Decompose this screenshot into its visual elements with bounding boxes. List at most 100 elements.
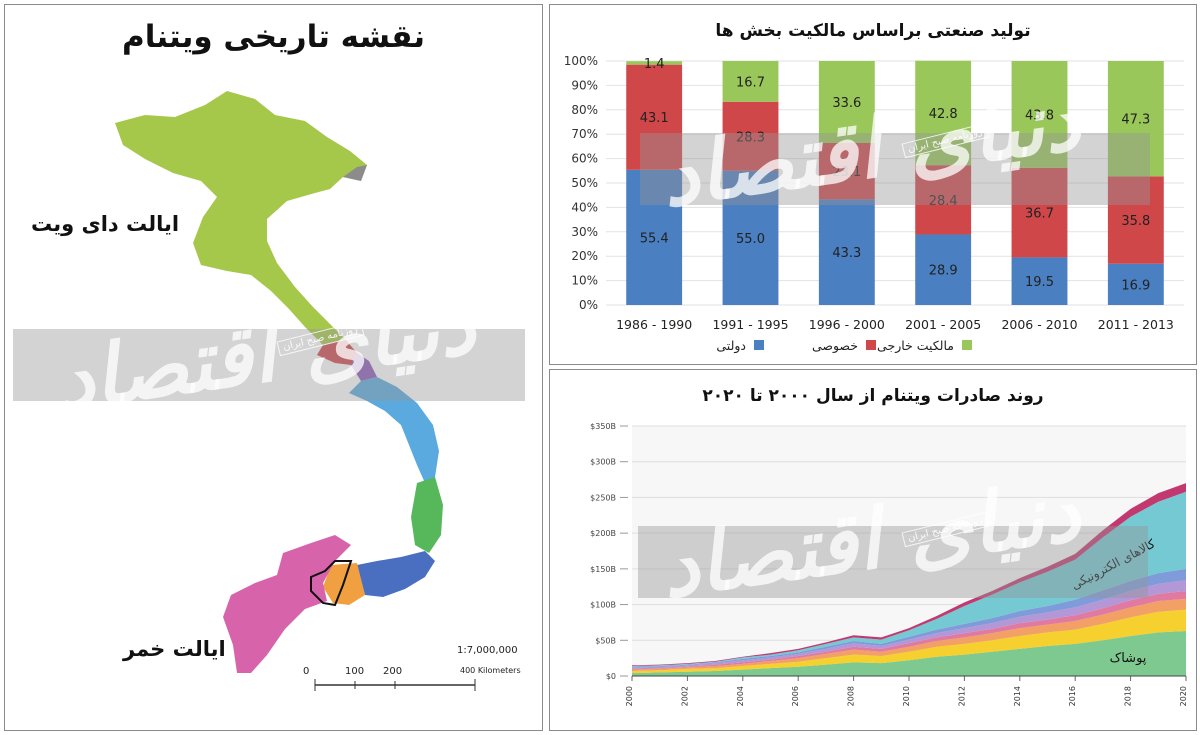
area-ytick-label: $50B xyxy=(595,636,616,645)
bar-ytick-label: 90% xyxy=(571,78,598,92)
label-dai-viet: ایالت دای ویت xyxy=(31,212,180,236)
map-title: نقشه تاریخی ویتنام xyxy=(122,19,425,55)
watermark-band-3 xyxy=(638,526,1148,598)
bar-category-label: 1996 - 2000 xyxy=(809,317,885,332)
bar-segment xyxy=(1011,257,1068,305)
area-xtick-label: 2012 xyxy=(957,686,966,706)
bar-ytick-label: 0% xyxy=(579,298,598,312)
bar-ytick-label: 30% xyxy=(571,225,598,239)
scale-tick-0: 0 xyxy=(303,666,310,677)
area-ytick-label: $200B xyxy=(590,529,616,538)
bar-data-label: 55.0 xyxy=(736,232,765,247)
vietnam-map xyxy=(115,91,476,691)
watermark-band xyxy=(13,329,525,401)
map-region-purple xyxy=(351,353,377,381)
bar-data-label: 28.4 xyxy=(929,194,958,209)
area-xtick-label: 2004 xyxy=(736,686,745,706)
bar-data-label: 55.4 xyxy=(640,231,669,246)
bar-chart-panel: تولید صنعتی براساس مالکیت بخش ها 0% 10% 20… xyxy=(549,4,1197,365)
area-ytick-label: $250B xyxy=(590,493,616,502)
scale-bar xyxy=(314,679,476,691)
bar-data-label: 47.3 xyxy=(1121,113,1150,128)
bar-chart: 0% 10% 20% 30% 40% 50% 60% 70% 80% 90% 100% 55.4 43.… xyxy=(564,54,1184,354)
bar-category-label: 2006 - 2010 xyxy=(1001,317,1077,332)
map-region-north-grey xyxy=(343,165,367,181)
bar-category-label: 1986 - 1990 xyxy=(616,317,692,332)
bar-segment xyxy=(626,61,683,65)
bar-legend-label: دولتی xyxy=(716,338,746,354)
map-region-south xyxy=(223,535,351,673)
map-border-line xyxy=(310,560,353,607)
bar-data-label: 28.9 xyxy=(929,264,958,279)
area-chart-title: روند صادرات ویتنام از سال ۲۰۰۰ تا ۲۰۲۰ xyxy=(702,386,1044,406)
bar-ytick-label: 10% xyxy=(571,274,598,288)
scale-tick-200: 200 xyxy=(383,666,403,677)
area-series-band xyxy=(632,491,1186,667)
bar-segment xyxy=(1011,61,1068,168)
bar-data-label: 23.1 xyxy=(832,165,861,180)
area-xtick-label: 2002 xyxy=(680,686,689,706)
bar-data-label: 42.8 xyxy=(929,107,958,122)
area-xtick-label: 2020 xyxy=(1179,686,1188,706)
area-ytick-label: $100B xyxy=(590,601,616,610)
bar-ytick-label: 100% xyxy=(564,54,598,68)
bar-segment xyxy=(915,234,972,305)
area-ytick-label: $150B xyxy=(590,565,616,574)
bar-data-label: 16.9 xyxy=(1121,278,1150,293)
bar-ytick-label: 80% xyxy=(571,103,598,117)
area-xtick-label: 2010 xyxy=(902,686,911,706)
area-chart: $0 $50B $100B $150B $200B $250B $300B $350B 2000… xyxy=(590,422,1188,706)
scale-ratio: 1:7,000,000 xyxy=(457,645,518,656)
bar-data-label: 36.7 xyxy=(1025,207,1054,222)
area-xtick-label: 2018 xyxy=(1124,686,1133,706)
map-region-central xyxy=(349,377,439,483)
bar-segment xyxy=(722,61,779,102)
bar-legend-label: خصوصی xyxy=(812,338,858,354)
area-xtick-label: 2014 xyxy=(1013,686,1022,706)
area-series-band xyxy=(632,483,1186,666)
bar-legend-swatch xyxy=(754,340,764,350)
area-series-band xyxy=(632,609,1186,674)
map-region-southeast xyxy=(357,551,435,597)
area-label-clothing: پوشاک xyxy=(1110,651,1147,666)
bar-segment xyxy=(722,170,779,305)
area-xtick-label: 2008 xyxy=(847,686,856,706)
map-region-red xyxy=(317,339,357,365)
bar-data-label: 1.4 xyxy=(644,57,665,72)
bar-segment xyxy=(722,101,779,171)
bar-segment xyxy=(1107,176,1164,264)
bar-data-label: 19.5 xyxy=(1025,275,1054,290)
bar-data-label: 43.1 xyxy=(640,111,669,126)
bar-chart-title: تولید صنعتی براساس مالکیت بخش ها xyxy=(715,21,1031,41)
bar-legend-swatch xyxy=(962,340,972,350)
bar-segment xyxy=(818,61,875,143)
bar-segment xyxy=(818,142,875,200)
bar-category-label: 2001 - 2005 xyxy=(905,317,981,332)
bar-segment xyxy=(626,64,683,170)
bar-data-label: 35.8 xyxy=(1121,214,1150,229)
bar-legend-label: مالکیت خارجی xyxy=(877,338,954,354)
bar-category-label: 2011 - 2013 xyxy=(1098,317,1174,332)
area-xtick-label: 2000 xyxy=(625,686,634,706)
label-khmer: ایالت خمر xyxy=(123,637,226,661)
bar-ytick-label: 40% xyxy=(571,200,598,214)
bar-data-label: 16.7 xyxy=(736,75,765,90)
watermark-band-2 xyxy=(640,133,1150,205)
scale-tick-400: 400 Kilometers xyxy=(460,666,521,675)
bar-data-label: 28.3 xyxy=(736,130,765,145)
bar-legend-swatch xyxy=(866,340,876,350)
bar-ytick-label: 60% xyxy=(571,152,598,166)
area-series-band xyxy=(632,631,1186,676)
area-xtick-label: 2006 xyxy=(791,686,800,706)
area-ytick-label: $300B xyxy=(590,458,616,467)
bar-segment xyxy=(818,199,875,305)
bar-segment xyxy=(626,169,683,305)
area-ytick-label: $0 xyxy=(606,672,616,681)
bar-segment xyxy=(1107,61,1164,177)
map-region-central-green xyxy=(411,477,443,553)
bar-segment xyxy=(915,165,972,235)
bar-ytick-label: 50% xyxy=(571,176,598,190)
bar-data-label: 43.3 xyxy=(832,246,861,261)
bar-segment xyxy=(915,60,972,166)
area-xtick-label: 2016 xyxy=(1068,686,1077,706)
